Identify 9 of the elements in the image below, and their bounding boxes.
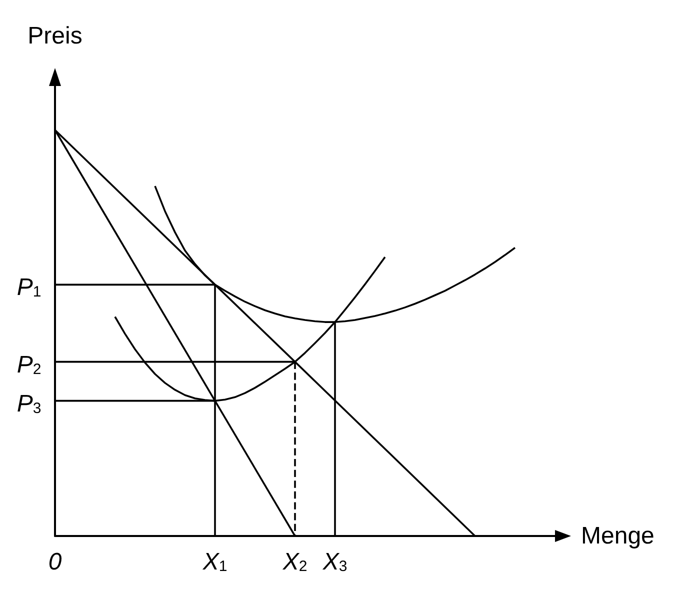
x-tick-label: X2 — [282, 548, 308, 576]
x-axis-title: Menge — [581, 522, 654, 550]
series-label: P3 — [16, 390, 42, 418]
series-label: P1 — [16, 274, 42, 302]
x-tick-label: X3 — [322, 548, 348, 576]
y-axis-title: Preis — [28, 22, 82, 50]
x-tick-label: X1 — [202, 548, 228, 576]
series-label: P2 — [16, 351, 42, 378]
x-tick-label: 0 — [48, 548, 62, 576]
